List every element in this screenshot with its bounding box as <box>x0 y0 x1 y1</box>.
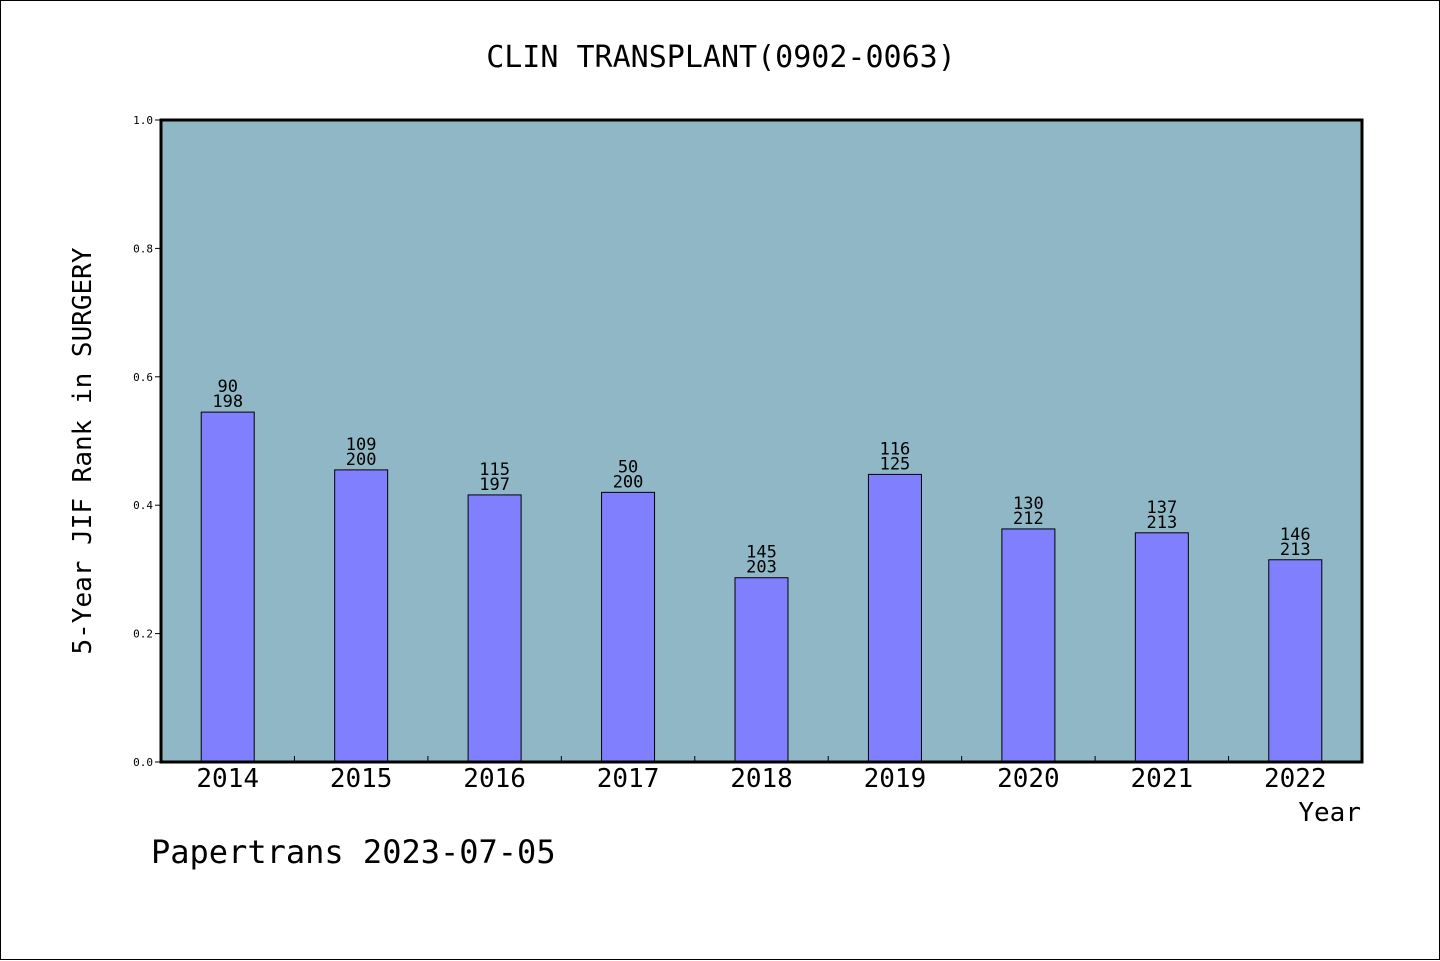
bar <box>601 491 656 763</box>
bar-rank-label: 130 <box>1013 494 1044 514</box>
bar-total-label: 125 <box>880 454 911 474</box>
y-axis-label: 5-Year JIF Rank in SURGERY <box>68 247 98 654</box>
bar <box>1134 532 1189 763</box>
footer-note: Papertrans 2023-07-05 <box>151 833 556 871</box>
bar-total-label: 203 <box>746 558 777 578</box>
bar-total-label: 198 <box>212 392 243 412</box>
bar <box>1001 528 1056 763</box>
x-tick-label: 2019 <box>864 764 927 794</box>
x-tick-label: 2020 <box>997 764 1060 794</box>
y-axis: 0.0 0.2 0.4 0.6 0.8 1.0 <box>133 114 161 769</box>
bar <box>1268 559 1323 763</box>
bar-total-label: 213 <box>1280 540 1311 560</box>
bar <box>867 473 922 763</box>
bar-rank-label: 116 <box>880 439 911 459</box>
y-tick-label: 0.0 <box>133 756 153 769</box>
x-tick-label: 2021 <box>1131 764 1194 794</box>
bar <box>734 577 789 763</box>
bar-total-label: 212 <box>1013 509 1044 529</box>
x-tick-label: 2018 <box>730 764 793 794</box>
bar-total-label: 197 <box>479 475 510 495</box>
x-axis-label: Year <box>1298 798 1361 828</box>
x-tick-label: 2014 <box>196 764 259 794</box>
y-tick-label: 0.6 <box>133 371 153 384</box>
bars-group: 9019810920011519750200145203116125130212… <box>200 377 1323 763</box>
bar <box>334 469 389 763</box>
bar-rank-label: 145 <box>746 543 777 563</box>
x-tick-label: 2015 <box>330 764 393 794</box>
bar <box>467 494 522 763</box>
bar-rank-label: 137 <box>1146 498 1177 518</box>
bar-rank-label: 115 <box>479 460 510 480</box>
bar-rank-label: 146 <box>1280 525 1311 545</box>
x-tick-label: 2016 <box>463 764 526 794</box>
y-tick-label: 0.2 <box>133 628 153 641</box>
bar-total-label: 213 <box>1146 513 1177 533</box>
bar-rank-label: 109 <box>346 435 377 455</box>
bar-total-label: 200 <box>613 472 644 492</box>
x-axis: 2014 2015 2016 2017 2018 2019 2020 2021 2022 <box>196 756 1327 794</box>
plot-border <box>159 118 1364 764</box>
bar-rank-label: 90 <box>217 377 237 397</box>
y-tick-label: 0.4 <box>133 499 153 512</box>
chart-title: CLIN TRANSPLANT(0902-0063) <box>486 40 956 75</box>
y-tick-label: 1.0 <box>133 114 153 127</box>
bar-rank-label: 50 <box>618 457 638 477</box>
bar-total-label: 200 <box>346 450 377 470</box>
bar <box>200 411 255 763</box>
y-tick-label: 0.8 <box>133 242 153 255</box>
x-tick-label: 2022 <box>1264 764 1327 794</box>
x-tick-label: 2017 <box>597 764 660 794</box>
